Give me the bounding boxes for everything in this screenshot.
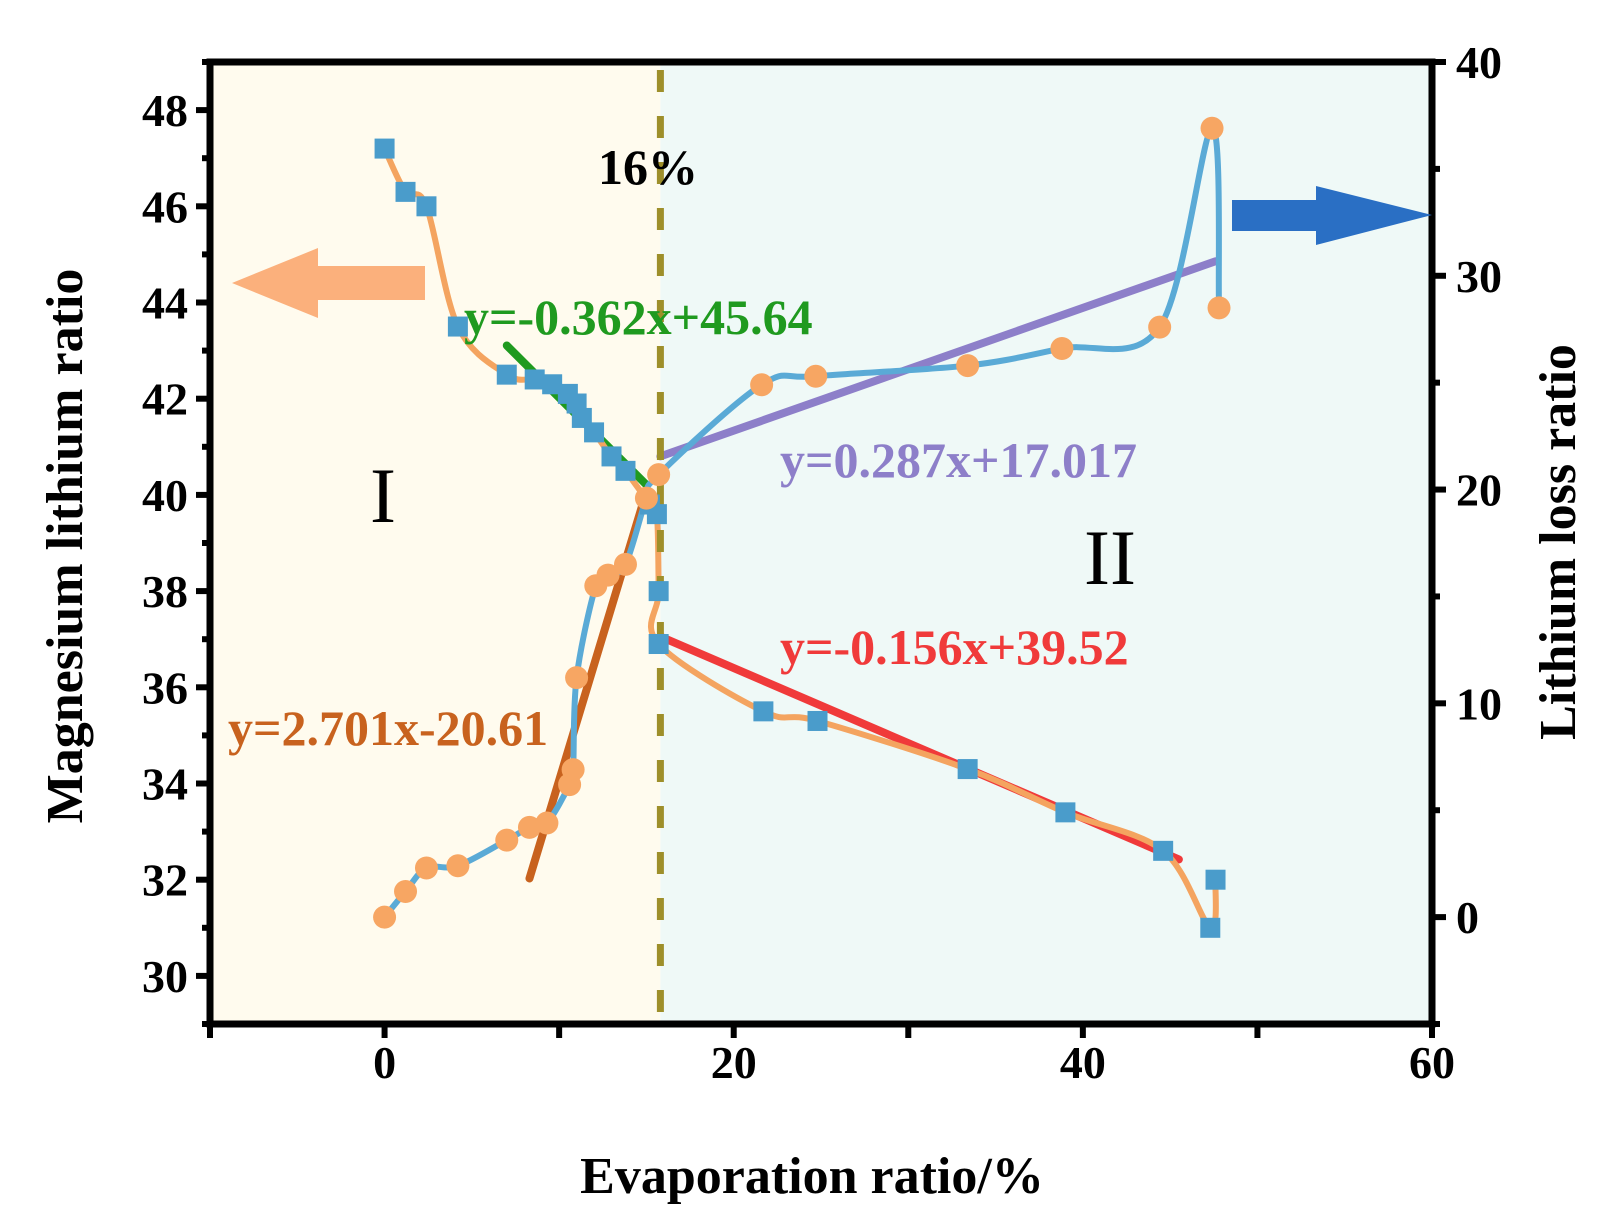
left-y-tick-label: 46	[142, 181, 188, 232]
x-axis-title: Evaporation ratio/%	[580, 1148, 1044, 1205]
data-markers	[373, 116, 1231, 938]
series-0-point-1	[395, 181, 416, 202]
series-0-point-19	[957, 759, 978, 780]
series-0-point-12	[615, 460, 636, 481]
fit-label-green: y=-0.362x+45.64	[464, 289, 813, 345]
tick-labels: 0 20 40 60 30 32 34 36 38 40 42 44 46 48 0 10 20 30 40	[142, 37, 1502, 1088]
series-0-point-18	[807, 710, 828, 731]
series-1-point-16	[804, 364, 828, 388]
series-0-point-6	[542, 374, 563, 395]
left-y-tick-label: 44	[142, 278, 188, 329]
series-1-point-9	[565, 666, 589, 690]
right-y-tick-label: 0	[1456, 892, 1479, 943]
series-1-point-12	[613, 552, 637, 576]
x-tick-label: 60	[1409, 1037, 1455, 1088]
left-y-tick-label: 34	[142, 759, 188, 810]
series-0-point-10	[584, 422, 605, 443]
series-1-point-3	[446, 854, 470, 878]
series-1-point-13	[634, 486, 658, 510]
left-y-tick-label: 30	[142, 951, 188, 1002]
series-1-point-15	[750, 373, 774, 397]
right-y-tick-label: 20	[1456, 465, 1502, 516]
series-0-point-4	[496, 364, 517, 385]
series-1-point-4	[495, 828, 519, 852]
series-0-point-0	[374, 138, 395, 159]
left-y-tick-label: 32	[142, 855, 188, 906]
right-y-tick-label: 40	[1456, 37, 1502, 88]
region-I-label: I	[370, 452, 396, 539]
threshold-label: 16%	[598, 139, 698, 195]
left-y-tick-label: 38	[142, 566, 188, 617]
series-1-point-21	[1207, 296, 1231, 320]
x-tick-label: 40	[1060, 1037, 1106, 1088]
series-0-point-23	[1205, 869, 1226, 890]
left-y-tick-label: 42	[142, 374, 188, 425]
series-0-point-5	[524, 369, 545, 390]
series-1-point-1	[394, 879, 418, 903]
series-0-point-17	[753, 701, 774, 722]
series-1-point-0	[373, 905, 397, 929]
series-1-point-8	[561, 758, 585, 782]
series-0-point-16	[648, 634, 669, 655]
region-II-label: II	[1084, 514, 1136, 601]
series-1-point-17	[956, 354, 980, 378]
series-1-point-2	[414, 856, 438, 880]
series-0-point-2	[416, 196, 437, 217]
left-axis-arrow-icon	[232, 248, 425, 318]
series-0-point-20	[1055, 802, 1076, 823]
right-y-tick-label: 30	[1456, 251, 1502, 302]
series-0-point-22	[1200, 917, 1221, 938]
right-y-tick-label: 10	[1456, 678, 1502, 729]
series-0-point-14	[646, 504, 667, 525]
series-1-point-18	[1050, 336, 1074, 360]
series-0-point-21	[1153, 840, 1174, 861]
series-1-point-11	[596, 563, 620, 587]
series-1-point-5	[517, 815, 541, 839]
right-axis-arrow-icon	[1232, 186, 1432, 245]
left-y-axis-title: Magnesium lithium ratio	[37, 269, 94, 824]
x-tick-label: 0	[373, 1037, 396, 1088]
left-y-tick-label: 48	[142, 85, 188, 136]
left-y-tick-label: 36	[142, 662, 188, 713]
series-1-point-20	[1200, 116, 1224, 140]
left-y-tick-label: 40	[142, 470, 188, 521]
fit-label-purple: y=0.287x+17.017	[780, 432, 1137, 488]
series-0-point-15	[648, 581, 669, 602]
series-1-point-19	[1148, 315, 1172, 339]
fit-label-orange: y=2.701x-20.61	[228, 700, 548, 756]
series-0-point-3	[447, 316, 468, 337]
x-tick-label: 20	[711, 1037, 757, 1088]
fit-line-2	[656, 257, 1220, 461]
series-1-point-6	[535, 811, 559, 835]
right-y-axis-title: Lithium loss ratio	[1530, 344, 1587, 740]
fit-label-red: y=-0.156x+39.52	[780, 619, 1129, 675]
axis-ticks	[196, 59, 1446, 1038]
series-1-point-14	[647, 463, 671, 487]
